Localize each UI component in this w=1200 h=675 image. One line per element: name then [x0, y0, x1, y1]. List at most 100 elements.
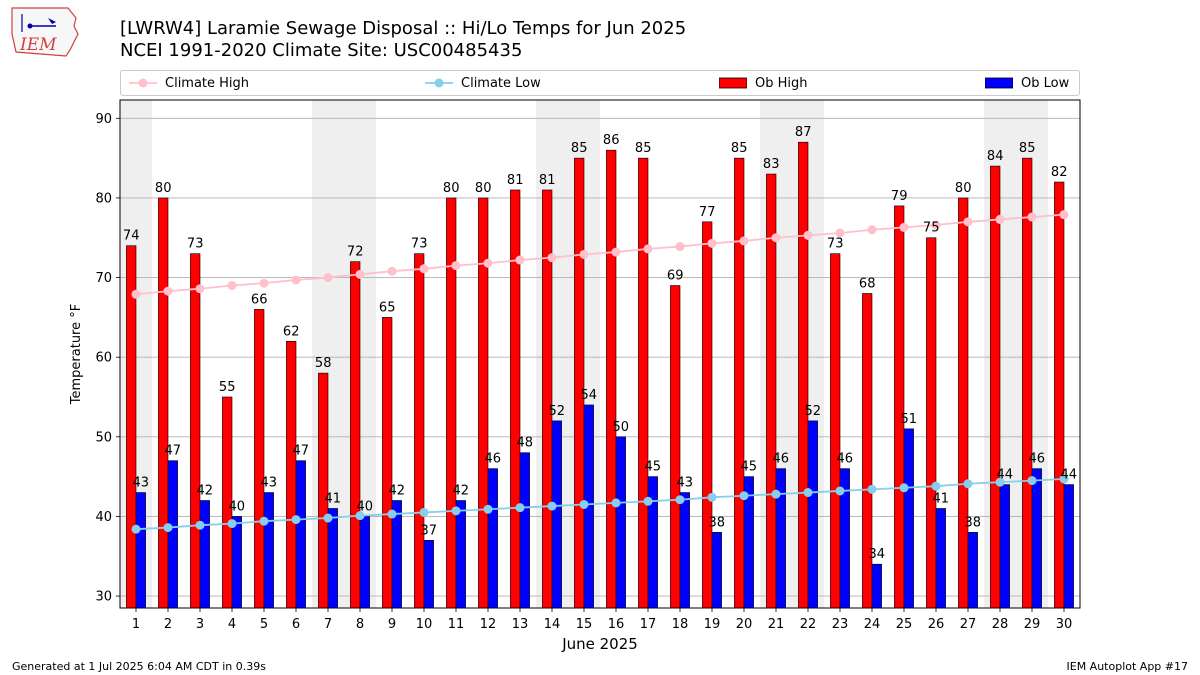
ob-high-label-day-25: 79	[891, 189, 908, 204]
legend-climate-low-label: Climate Low	[461, 75, 541, 91]
ob-low-bar-day-18	[679, 492, 690, 609]
climate-low-point-day-13	[515, 503, 525, 513]
climate-high-point-day-10	[419, 264, 429, 274]
ob-high-bar-day-6	[286, 340, 297, 609]
legend-climate-high-label: Climate High	[165, 75, 250, 91]
x-tick-label-day-7: 7	[324, 617, 332, 632]
climate-low-point-day-25	[899, 483, 909, 493]
climate-high-point-day-21	[771, 233, 781, 243]
legend-ob-low-label: Ob Low	[1021, 75, 1070, 91]
ob-low-bar-day-21	[775, 468, 786, 609]
y-tick-label-60: 60	[95, 351, 112, 366]
ob-high-label-day-22: 87	[795, 125, 812, 140]
ob-low-bar-day-1	[135, 492, 146, 609]
legend-climate-high-swatch	[129, 78, 157, 88]
ob-low-label-day-9: 42	[389, 484, 406, 499]
ob-low-label-day-11: 42	[453, 484, 470, 499]
ob-high-label-day-30: 82	[1051, 165, 1068, 180]
legend-climate-high: Climate High	[129, 71, 249, 95]
ob-low-label-day-14: 52	[549, 404, 566, 419]
climate-high-point-day-15	[579, 249, 589, 259]
x-tick-label-day-11: 11	[448, 617, 465, 632]
climate-high-point-day-5	[259, 278, 269, 288]
x-tick-label-day-18: 18	[672, 617, 689, 632]
ob-low-bar-day-26	[935, 508, 946, 609]
legend-ob-high: Ob High	[719, 71, 808, 95]
ob-low-label-day-1: 43	[133, 476, 150, 491]
ob-high-label-day-16: 86	[603, 133, 620, 148]
ob-low-bar-day-27	[967, 532, 978, 609]
ob-low-label-day-18: 43	[677, 476, 694, 491]
ob-low-bar-day-10	[423, 540, 434, 609]
ob-high-bar-day-10	[414, 253, 425, 609]
ob-high-label-day-13: 81	[507, 173, 524, 188]
climate-low-point-day-2	[163, 523, 173, 533]
x-axis-label: June 2025	[561, 635, 638, 653]
ob-high-bar-day-28	[990, 165, 1001, 609]
ob-high-bar-day-17	[638, 157, 649, 609]
climate-high-point-day-2	[163, 286, 173, 296]
ob-high-label-day-9: 65	[379, 300, 396, 315]
ob-low-label-day-24: 34	[869, 547, 886, 562]
ob-high-label-day-27: 80	[955, 181, 972, 196]
ob-low-bar-day-28	[999, 484, 1010, 609]
ob-high-label-day-8: 72	[347, 245, 364, 260]
climate-low-point-day-16	[611, 498, 621, 508]
x-tick-label-day-16: 16	[608, 617, 625, 632]
ob-low-label-day-28: 44	[997, 468, 1014, 483]
climate-low-point-day-21	[771, 489, 781, 499]
climate-low-point-day-19	[707, 492, 717, 502]
x-tick-label-day-12: 12	[480, 617, 497, 632]
ob-low-bar-day-13	[519, 452, 530, 609]
climate-low-point-day-14	[547, 501, 557, 511]
climate-high-point-day-16	[611, 247, 621, 257]
legend: Climate High Climate Low Ob High Ob Low	[120, 70, 1080, 96]
x-tick-label-day-3: 3	[196, 617, 204, 632]
ob-low-label-day-23: 46	[837, 452, 854, 467]
climate-low-point-day-24	[867, 484, 877, 494]
y-tick-label-50: 50	[95, 430, 112, 445]
ob-high-label-day-4: 55	[219, 380, 236, 395]
ob-high-label-day-14: 81	[539, 173, 556, 188]
climate-high-point-day-13	[515, 255, 525, 265]
climate-low-point-day-28	[995, 477, 1005, 487]
ob-high-bar-day-19	[702, 221, 713, 609]
ob-high-bar-day-16	[606, 149, 617, 609]
ob-high-label-day-1: 74	[123, 229, 140, 244]
x-tick-label-day-25: 25	[896, 617, 913, 632]
climate-low-point-day-3	[195, 520, 205, 530]
ob-low-bar-day-14	[551, 420, 562, 609]
ob-low-label-day-16: 50	[613, 420, 630, 435]
ob-low-bar-day-11	[455, 500, 466, 609]
y-tick-label-30: 30	[95, 590, 112, 605]
x-tick-label-day-23: 23	[832, 617, 849, 632]
climate-high-point-day-3	[195, 284, 205, 294]
climate-low-line	[135, 478, 1065, 531]
ob-high-label-day-12: 80	[475, 181, 492, 196]
ob-high-bar-day-27	[958, 197, 969, 609]
ob-high-label-day-23: 73	[827, 237, 844, 252]
ob-high-label-day-24: 68	[859, 276, 876, 291]
x-tick-label-day-1: 1	[132, 617, 140, 632]
ob-low-label-day-12: 46	[485, 452, 502, 467]
ob-low-label-day-17: 45	[645, 460, 662, 475]
ob-low-label-day-19: 38	[709, 515, 726, 530]
climate-low-point-day-27	[963, 479, 973, 489]
ob-low-label-day-4: 40	[229, 499, 246, 514]
ob-high-label-day-15: 85	[571, 141, 588, 156]
ob-low-label-day-21: 46	[773, 452, 790, 467]
climate-high-point-day-19	[707, 238, 717, 248]
climate-high-point-day-25	[899, 222, 909, 232]
climate-low-point-day-6	[291, 515, 301, 525]
climate-high-point-day-14	[547, 253, 557, 263]
legend-climate-low-swatch	[425, 78, 453, 88]
ob-high-bar-day-8	[350, 261, 361, 609]
ob-high-bar-day-18	[670, 285, 681, 609]
climate-low-point-day-1	[131, 524, 141, 534]
ob-high-bar-day-30	[1054, 181, 1065, 609]
legend-ob-high-label: Ob High	[755, 75, 808, 91]
climate-low-point-day-22	[803, 488, 813, 498]
ob-high-label-day-26: 75	[923, 221, 940, 236]
x-tick-label-day-30: 30	[1056, 617, 1073, 632]
